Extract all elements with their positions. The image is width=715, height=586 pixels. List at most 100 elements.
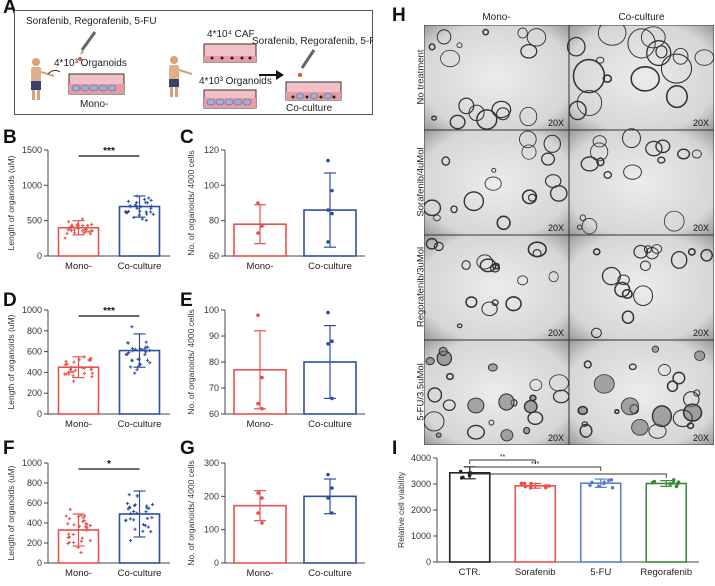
data-point (326, 240, 330, 244)
data-point (145, 516, 149, 521)
data-point (66, 370, 71, 375)
data-point (69, 365, 73, 370)
arrow-curve-left (47, 69, 61, 75)
data-point (72, 228, 77, 232)
schematic-mono-label: Mono- (80, 99, 108, 110)
schematic-co-label: Co-culture (286, 103, 333, 114)
chart-d: 0 200 400 600 800 1000 Length of organoids (uM… (6, 305, 170, 430)
data-point (71, 370, 75, 374)
data-point (130, 346, 135, 351)
data-point (142, 197, 147, 201)
y-tick-label: 1000 (411, 531, 431, 541)
bar-sorafenib (514, 485, 557, 563)
data-point (523, 484, 528, 489)
y-tick-label: 400 (27, 518, 42, 528)
chart-e: 60 70 80 90 100 No. of organoids/ 4000 cells M… (186, 305, 365, 430)
data-point (132, 509, 136, 514)
magnification-label: 20X (693, 223, 709, 233)
data-point (80, 536, 84, 540)
x-tick-label: Mono- (65, 261, 92, 272)
data-point (137, 362, 141, 366)
data-point (606, 478, 611, 483)
micrograph-column-header: Mono- (482, 12, 511, 23)
data-point (330, 486, 334, 490)
data-point (133, 347, 137, 351)
data-point (141, 523, 146, 527)
data-point (126, 341, 130, 345)
significance-label: *** (103, 146, 115, 157)
data-point (145, 504, 149, 508)
panel-letter-i: I (392, 438, 398, 459)
data-point (141, 529, 145, 533)
data-point (81, 223, 85, 228)
data-point (126, 199, 131, 203)
y-tick-label: 0 (37, 558, 42, 568)
data-point (596, 484, 601, 488)
schematic-organoids-co: 4*10³ Organoids (199, 76, 272, 87)
y-tick-label: 100 (204, 305, 219, 315)
y-tick-label: 200 (27, 388, 42, 398)
data-point (128, 506, 132, 510)
well-organoids (203, 89, 257, 109)
data-point (73, 368, 78, 372)
y-axis-label: Length of organoids (uM) (6, 314, 16, 409)
data-point (143, 352, 147, 357)
data-point (65, 362, 69, 366)
data-point (326, 496, 330, 500)
y-tick-label: 70 (209, 383, 219, 393)
x-tick-label: Regorafenib (640, 567, 692, 578)
data-point (76, 545, 80, 550)
y-tick-label: 120 (204, 145, 219, 155)
data-point (149, 198, 153, 202)
data-point (135, 511, 139, 515)
micrograph-column-header: Co-culture (618, 12, 665, 23)
y-axis-label: No. of organoids/ 4000 cells (186, 460, 196, 565)
data-point (145, 358, 150, 362)
data-point (326, 310, 330, 315)
data-point (81, 229, 85, 233)
schematic-drugs-right: Sorafenib, Regorafenib, 5-FU (252, 36, 373, 47)
data-point (66, 535, 70, 540)
data-point (588, 483, 592, 488)
x-tick-label: Mono- (247, 568, 274, 579)
data-point (85, 523, 89, 527)
micrograph-row-label: Sorafenib/4uMol (415, 147, 427, 217)
data-point (135, 368, 139, 372)
data-point (144, 210, 148, 214)
data-point (144, 510, 148, 514)
data-point (144, 218, 148, 222)
schematic-caf: 4*10⁴ CAF (207, 29, 255, 40)
magnification-label: 20X (548, 328, 564, 338)
y-tick-label: 500 (27, 216, 42, 226)
micrograph-1-coculture (566, 25, 714, 131)
data-point (133, 371, 137, 375)
y-tick-label: 80 (209, 357, 219, 367)
y-tick-label: 80 (209, 216, 219, 226)
data-point (143, 524, 147, 528)
data-point (66, 522, 70, 526)
chart-f: 0 200 400 600 800 1000 Length of organoids (uM… (6, 458, 170, 579)
data-point (671, 478, 676, 482)
data-point (668, 482, 672, 486)
data-point (256, 511, 260, 515)
data-point (81, 516, 85, 520)
data-point (330, 339, 334, 343)
data-point (85, 526, 89, 530)
data-point (80, 217, 85, 221)
data-point (149, 210, 153, 214)
data-point (79, 550, 83, 555)
data-point (82, 518, 86, 523)
data-point (72, 360, 76, 364)
data-point (90, 371, 94, 375)
y-tick-label: 400 (27, 367, 42, 377)
x-tick-label: Mono- (65, 419, 92, 430)
data-point (132, 518, 136, 522)
y-tick-label: 0 (214, 558, 219, 568)
data-point (522, 481, 527, 486)
micrograph-2-mono (424, 129, 570, 236)
data-point (326, 158, 330, 163)
data-point (84, 528, 89, 532)
data-point (126, 507, 130, 511)
x-tick-label: Co-culture (308, 568, 352, 579)
y-tick-label: 300 (204, 458, 219, 468)
